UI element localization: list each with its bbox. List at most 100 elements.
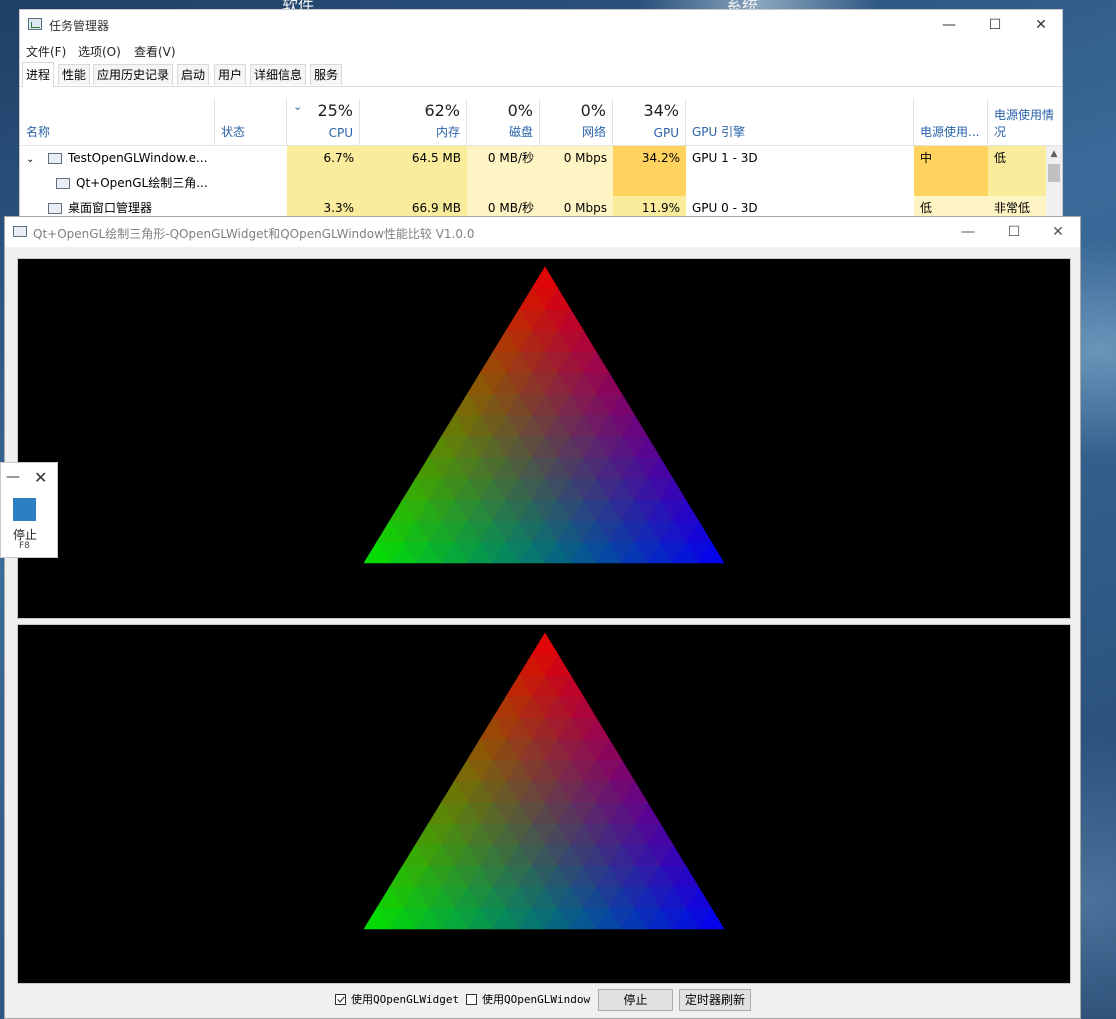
disk-cell: 0 MB/秒	[467, 196, 540, 216]
cpu-total: 25%	[317, 101, 353, 120]
col-gpu-engine[interactable]: GPU 引擎	[686, 99, 914, 145]
triangle-facet	[389, 498, 417, 522]
power-cell: 低	[914, 196, 988, 216]
triangle-facet	[518, 653, 546, 676]
triangle-facet	[428, 435, 455, 458]
opengl-window-view[interactable]	[17, 624, 1071, 984]
scroll-thumb[interactable]	[1048, 164, 1060, 182]
col-status[interactable]: 状态	[215, 99, 287, 145]
tab-startup[interactable]: 启动	[177, 64, 210, 85]
task-manager-title: 任务管理器	[49, 19, 110, 33]
triangle-facet	[402, 843, 430, 866]
scroll-up-icon[interactable]: ▲	[1050, 149, 1058, 159]
checkbox-label: 使用QOpenGLWindow	[482, 993, 591, 1006]
app-window-icon	[48, 153, 62, 164]
triangle-facet	[453, 759, 481, 782]
use-qopenglwidget-checkbox[interactable]: 使用QOpenGLWidget	[335, 993, 459, 1009]
gpu-cell	[613, 171, 686, 196]
cpu-cell: 3.3%	[287, 196, 360, 216]
timer-refresh-button[interactable]: 定时器刷新	[679, 989, 751, 1011]
table-row[interactable]: ⌄ TestOpenGLWindow.e... 6.7% 64.5 MB 0 MB…	[20, 146, 1048, 171]
col-power[interactable]: 电源使用...	[914, 99, 988, 145]
triangle-facet	[492, 329, 520, 352]
process-table-header: 名称 状态 ⌄ 25% CPU 62% 内存 0% 磁盘 0% 网络 34% G…	[20, 99, 1062, 146]
col-gpu[interactable]: 34% GPU	[613, 99, 686, 145]
task-manager-icon	[28, 18, 42, 30]
rendered-triangle	[363, 266, 725, 564]
qt-window-titlebar[interactable]: Qt+OpenGL绘制三角形-QOpenGLWidget和QOpenGLWind…	[5, 217, 1080, 247]
memory-cell	[360, 171, 467, 196]
triangle-facet	[453, 393, 481, 416]
triangle-facet	[531, 632, 559, 655]
maximize-icon[interactable]: ☐	[1007, 224, 1021, 240]
cpu-cell: 6.7%	[287, 146, 360, 171]
process-name: TestOpenGLWindow.e...	[68, 151, 208, 165]
col-network[interactable]: 0% 网络	[540, 99, 613, 145]
menu-file[interactable]: 文件(F)	[26, 45, 67, 59]
stop-button[interactable]: 停止	[598, 989, 673, 1011]
vertical-scrollbar[interactable]: ▲	[1046, 146, 1062, 216]
triangle-facet	[479, 350, 507, 374]
col-name-label: 名称	[26, 125, 51, 139]
use-qopenglwindow-checkbox[interactable]: 使用QOpenGLWindow	[466, 993, 590, 1009]
close-icon[interactable]: ✕	[1052, 224, 1064, 240]
process-name-cell: ⌄ TestOpenGLWindow.e...	[20, 146, 215, 171]
col-disk[interactable]: 0% 磁盘	[467, 99, 540, 145]
stop-label[interactable]: 停止	[13, 528, 38, 542]
minimize-icon[interactable]: —	[942, 17, 956, 33]
tab-performance[interactable]: 性能	[58, 64, 91, 85]
col-power-trend[interactable]: 电源使用情况	[988, 99, 1062, 145]
triangle-facet	[376, 520, 404, 543]
minimize-icon[interactable]: —	[6, 469, 20, 485]
task-manager-window: 任务管理器 — ☐ ✕ 文件(F) 选项(O) 查看(V) 进程 性能 应用历史…	[19, 9, 1063, 217]
minimize-icon[interactable]: —	[961, 224, 975, 240]
triangle-facet	[518, 287, 546, 310]
triangle-facet	[363, 907, 391, 930]
gpu-total: 34%	[643, 101, 679, 120]
disk-total: 0%	[507, 101, 533, 120]
app-window-icon	[56, 178, 70, 189]
col-status-label: 状态	[221, 125, 246, 139]
power-trend-cell: 低	[988, 146, 1048, 171]
stop-square-icon[interactable]	[13, 498, 36, 521]
process-list: ⌄ TestOpenGLWindow.e... 6.7% 64.5 MB 0 MB…	[20, 146, 1048, 216]
close-icon[interactable]: ✕	[34, 468, 48, 487]
col-memory[interactable]: 62% 内存	[360, 99, 467, 145]
gpu-cell: 34.2%	[613, 146, 686, 171]
menu-options[interactable]: 选项(O)	[78, 45, 121, 59]
power-trend-cell	[988, 171, 1048, 196]
triangle-facet	[505, 674, 533, 697]
memory-cell: 66.9 MB	[360, 196, 467, 216]
qt-app-icon	[13, 226, 27, 237]
tab-app-history[interactable]: 应用历史记录	[93, 64, 174, 85]
col-cpu-label: CPU	[328, 126, 353, 140]
memory-total: 62%	[424, 101, 460, 120]
control-bar: 使用QOpenGLWidget 使用QOpenGLWindow 停止 定时器刷新	[5, 987, 1080, 1017]
triangle-facet	[389, 864, 417, 888]
tab-processes[interactable]: 进程	[22, 62, 55, 87]
table-row[interactable]: 桌面窗口管理器 3.3% 66.9 MB 0 MB/秒 0 Mbps 11.9%…	[20, 196, 1048, 216]
gpu-engine-cell: GPU 1 - 3D	[692, 151, 758, 165]
power-trend-cell: 非常低	[988, 196, 1048, 216]
task-manager-titlebar[interactable]: 任务管理器 — ☐ ✕	[20, 10, 1062, 40]
triangle-facet	[441, 414, 468, 437]
triangle-facet	[363, 541, 391, 564]
close-icon[interactable]: ✕	[1035, 17, 1047, 33]
tab-services[interactable]: 服务	[310, 64, 343, 85]
table-row[interactable]: Qt+OpenGL绘制三角...	[20, 171, 1048, 196]
col-name[interactable]: 名称	[20, 99, 215, 145]
power-cell	[914, 171, 988, 196]
chevron-down-icon[interactable]: ⌄	[26, 154, 35, 165]
col-power-label: 电源使用...	[920, 125, 980, 139]
disk-cell	[467, 171, 540, 196]
menu-view[interactable]: 查看(V)	[134, 45, 176, 59]
opengl-widget-view[interactable]	[17, 258, 1071, 619]
col-cpu[interactable]: ⌄ 25% CPU	[287, 99, 360, 145]
maximize-icon[interactable]: ☐	[988, 17, 1002, 33]
tab-users[interactable]: 用户	[214, 64, 247, 85]
triangle-facet	[466, 372, 494, 395]
cpu-cell	[287, 171, 360, 196]
checkbox-unchecked-icon	[466, 994, 477, 1005]
rendered-triangle	[363, 632, 725, 930]
tab-details[interactable]: 详细信息	[250, 64, 307, 85]
